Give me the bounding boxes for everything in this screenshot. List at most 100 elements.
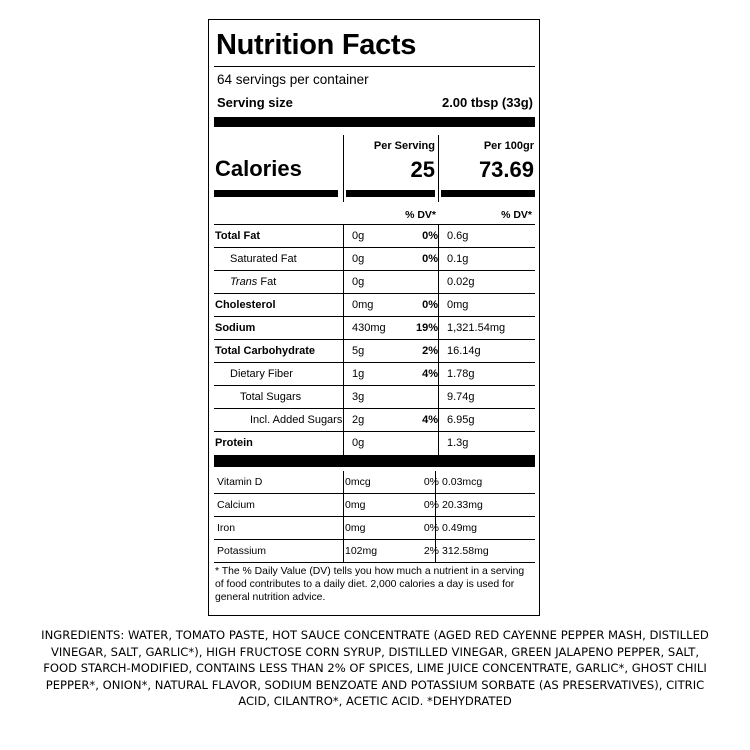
nutrient-row: Incl. Added Sugars 2g 4% 6.95g: [214, 409, 535, 432]
nutrient-amount: 0mg: [352, 299, 374, 311]
vitamin-dv: 0%: [423, 522, 439, 534]
per-100g-header: Per 100gr: [483, 140, 534, 152]
nutrient-per-100g: 16.14g: [447, 345, 481, 357]
nutrient-per-100g: 1,321.54mg: [447, 322, 506, 334]
nutrient-amount: 0g: [352, 276, 365, 288]
thick-divider: [214, 455, 535, 467]
vitamin-row: Iron 0mg 0% 0.49mg: [214, 517, 535, 540]
nutrient-amount: 0g: [352, 437, 365, 449]
nutrient-amount: 3g: [352, 391, 365, 403]
vitamin-row: Calcium 0mg 0% 20.33mg: [214, 494, 535, 517]
vitamin-amount: 0mg: [345, 499, 366, 511]
divider: [214, 224, 535, 225]
column-divider: [343, 471, 344, 563]
vitamin-amount: 0mg: [345, 522, 366, 534]
vitamin-per-100g: 20.33mg: [442, 499, 483, 511]
nutrient-row: Sodium 430mg 19% 1,321.54mg: [214, 317, 535, 340]
thick-divider: [214, 117, 535, 127]
column-divider: [435, 471, 436, 563]
calories-bar: [214, 190, 338, 197]
dv-footnote: * The % Daily Value (DV) tells you how m…: [215, 566, 525, 603]
vitamin-row: Potassium 102mg 2% 312.58mg: [214, 540, 535, 563]
vitamin-dv: 2%: [423, 545, 439, 557]
divider: [214, 562, 535, 563]
vitamin-name: Calcium: [217, 499, 255, 511]
vitamin-per-100g: 0.49mg: [442, 522, 478, 534]
nutrient-row: Protein 0g 1.3g: [214, 432, 535, 455]
column-divider: [343, 225, 344, 456]
column-divider: [343, 135, 344, 202]
nutrient-name: Protein: [215, 437, 253, 449]
divider: [214, 66, 535, 67]
nutrient-row: Saturated Fat 0g 0% 0.1g: [214, 248, 535, 271]
servings-per-container: 64 servings per container: [217, 72, 369, 87]
nutrient-per-100g: 0.6g: [447, 230, 469, 242]
calories-per-100g: 73.69: [478, 157, 534, 182]
ingredients-statement: INGREDIENTS: WATER, TOMATO PASTE, HOT SA…: [20, 627, 730, 710]
nutrient-amount: 0g: [352, 253, 365, 265]
nutrient-per-100g: 9.74g: [447, 391, 475, 403]
nutrient-name: Trans Fat: [230, 276, 276, 288]
nutrient-per-100g: 1.3g: [447, 437, 469, 449]
dv-header-100g: % DV*: [501, 209, 532, 221]
nutrient-amount: 2g: [352, 414, 365, 426]
trans-italic: Trans: [230, 276, 258, 288]
panel-title: Nutrition Facts: [216, 29, 417, 61]
nutrient-name: Total Carbohydrate: [215, 345, 316, 357]
nutrient-dv: 4%: [422, 414, 438, 426]
nutrient-name: Saturated Fat: [230, 253, 297, 265]
column-divider: [438, 225, 439, 456]
calories-bar: [441, 190, 535, 197]
nutrition-facts-panel: Nutrition Facts 64 servings per containe…: [208, 19, 540, 616]
nutrient-name: Incl. Added Sugars: [250, 414, 343, 426]
vitamin-per-100g: 312.58mg: [442, 545, 489, 557]
vitamin-dv: 0%: [423, 476, 439, 488]
serving-size-label: Serving size: [217, 95, 293, 110]
nutrient-per-100g: 0mg: [447, 299, 469, 311]
vitamin-name: Iron: [217, 522, 236, 534]
vitamin-amount: 0mcg: [345, 476, 371, 488]
vitamin-dv: 0%: [423, 499, 439, 511]
nutrient-row: Total Sugars 3g 9.74g: [214, 386, 535, 409]
ingredients-line: VINEGAR, SALT, GARLIC*), HIGH FRUCTOSE C…: [50, 644, 700, 659]
nutrient-per-100g: 0.02g: [447, 276, 475, 288]
dv-header-serving: % DV*: [405, 209, 436, 221]
vitamin-per-100g: 0.03mcg: [442, 476, 483, 488]
calories-bar: [346, 190, 435, 197]
nutrient-amount: 0g: [352, 230, 365, 242]
nutrient-row: Total Fat 0g 0% 0.6g: [214, 225, 535, 248]
nutrient-row: Cholesterol 0mg 0% 0mg: [214, 294, 535, 317]
nutrient-dv: 0%: [422, 299, 438, 311]
ingredients-line: PEPPER*, ONION*, NATURAL FLAVOR, SODIUM …: [45, 677, 705, 692]
calories-label: Calories: [215, 156, 302, 181]
vitamin-name: Potassium: [217, 545, 267, 557]
nutrient-dv: 2%: [422, 345, 438, 357]
trans-rest: Fat: [257, 276, 277, 288]
vitamin-name: Vitamin D: [217, 476, 263, 488]
serving-size-value: 2.00 tbsp (33g): [441, 95, 533, 110]
nutrient-name: Total Fat: [215, 230, 261, 242]
nutrient-per-100g: 1.78g: [447, 368, 475, 380]
nutrient-row: Dietary Fiber 1g 4% 1.78g: [214, 363, 535, 386]
nutrient-row: Trans Fat 0g 0.02g: [214, 271, 535, 294]
nutrient-dv: 0%: [422, 230, 438, 242]
nutrient-per-100g: 6.95g: [447, 414, 475, 426]
nutrient-name: Cholesterol: [215, 299, 276, 311]
nutrient-amount: 430mg: [352, 322, 386, 334]
nutrient-dv: 4%: [422, 368, 438, 380]
calories-per-serving: 25: [410, 157, 435, 182]
column-divider: [438, 135, 439, 202]
vitamin-amount: 102mg: [345, 545, 378, 557]
nutrient-name: Sodium: [215, 322, 256, 334]
ingredients-line: INGREDIENTS: WATER, TOMATO PASTE, HOT SA…: [41, 628, 709, 642]
nutrient-dv: 0%: [422, 253, 438, 265]
nutrient-name: Dietary Fiber: [230, 368, 293, 380]
nutrient-amount: 5g: [352, 345, 365, 357]
per-serving-header: Per Serving: [373, 140, 435, 152]
nutrient-row: Total Carbohydrate 5g 2% 16.14g: [214, 340, 535, 363]
nutrient-per-100g: 0.1g: [447, 253, 469, 265]
nutrient-name: Total Sugars: [240, 391, 302, 403]
ingredients-line: FOOD STARCH-MODIFIED, CONTAINS LESS THAN…: [43, 661, 707, 675]
nutrient-amount: 1g: [352, 368, 365, 380]
vitamin-row: Vitamin D 0mcg 0% 0.03mcg: [214, 471, 535, 494]
